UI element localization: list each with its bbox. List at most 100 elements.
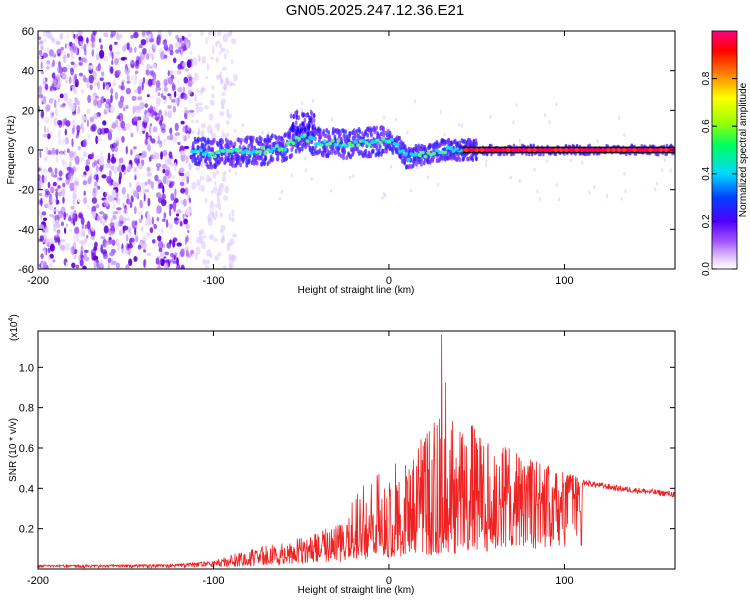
noise-blob: [116, 32, 120, 41]
noise-blob: [104, 241, 110, 249]
noise-blob: [88, 74, 94, 84]
ridge-halo: [299, 123, 302, 129]
noise-blob: [114, 91, 118, 100]
noise-blob: [138, 218, 143, 224]
noise-blob: [45, 31, 51, 34]
noise-blob: [443, 132, 446, 137]
noise-blob: [113, 221, 120, 230]
noise-blob: [172, 261, 177, 264]
noise-blob: [122, 202, 126, 209]
noise-blob: [129, 230, 132, 237]
noise-blob: [91, 197, 98, 204]
noise-blob: [125, 217, 130, 222]
noise-blob: [174, 122, 179, 132]
noise-blob: [130, 195, 134, 203]
ridge-core: [333, 142, 338, 147]
ridge-tail-dot: [548, 147, 553, 153]
ridge-halo: [327, 134, 330, 140]
noise-blob: [115, 119, 119, 128]
ridge-halo: [303, 127, 307, 132]
ridge-tail-dot: [558, 147, 564, 153]
noise-blob: [58, 232, 64, 237]
ridge-core: [322, 139, 327, 144]
ridge-core: [336, 139, 341, 143]
noise-blob: [96, 100, 103, 109]
noise-blob: [44, 83, 49, 91]
noise-blob: [120, 120, 126, 129]
noise-blob: [154, 112, 161, 122]
ridge-halo: [309, 109, 313, 115]
noise-blob: [54, 167, 58, 175]
noise-blob: [100, 150, 103, 156]
noise-blob: [329, 188, 333, 193]
noise-blob: [111, 123, 117, 129]
noise-blob: [176, 263, 181, 269]
noise-blob: [103, 225, 109, 234]
noise-blob: [155, 192, 162, 199]
noise-blob: [124, 68, 127, 73]
noise-blob: [78, 62, 83, 66]
noise-blob: [52, 86, 57, 91]
noise-blob: [163, 212, 167, 218]
noise-blob: [65, 120, 71, 127]
spectrogram-ytick-label: 20: [22, 105, 34, 117]
noise-blob: [216, 31, 222, 37]
noise-blob: [187, 229, 190, 234]
noise-blob: [63, 149, 66, 156]
ridge-halo: [252, 135, 255, 141]
noise-blob: [381, 195, 384, 200]
noise-blob: [163, 211, 166, 221]
noise-blob: [173, 217, 179, 222]
noise-blob: [115, 136, 122, 142]
ridge-halo: [266, 144, 269, 150]
noise-blob: [72, 165, 76, 173]
noise-blob: [192, 57, 198, 66]
noise-blob: [202, 176, 205, 181]
spectrogram-ytick-label: 40: [22, 66, 34, 78]
noise-blob: [116, 197, 121, 206]
noise-blob: [173, 90, 177, 98]
ridge-halo: [194, 139, 198, 145]
ridge-halo: [348, 131, 352, 136]
noise-blob: [147, 145, 151, 152]
noise-blob: [153, 72, 157, 81]
noise-blob: [191, 130, 195, 134]
noise-blob: [72, 119, 76, 127]
noise-blob: [91, 48, 95, 57]
noise-blob: [536, 189, 539, 194]
noise-blob: [226, 49, 229, 54]
ridge-halo: [306, 131, 310, 137]
noise-blob: [165, 47, 171, 52]
noise-blob: [103, 55, 108, 62]
ridge-halo: [291, 124, 295, 130]
noise-blob: [78, 212, 83, 218]
noise-blob: [104, 191, 110, 197]
noise-blob: [187, 99, 193, 104]
ridge-tail-dot: [611, 147, 616, 153]
ridge-halo: [539, 153, 542, 157]
noise-blob: [90, 125, 96, 132]
noise-blob: [70, 205, 75, 210]
noise-blob: [178, 35, 183, 44]
noise-blob: [215, 169, 219, 175]
ridge-halo: [471, 157, 475, 163]
noise-blob: [152, 48, 156, 53]
noise-blob: [145, 69, 150, 76]
ridge-halo: [420, 162, 423, 167]
noise-blob: [221, 91, 226, 96]
noise-blob: [102, 213, 108, 220]
noise-blob: [304, 156, 307, 161]
noise-blob: [109, 44, 113, 51]
noise-blob: [202, 235, 207, 239]
noise-blob: [223, 53, 227, 60]
noise-blob: [125, 122, 130, 130]
noise-blob: [137, 244, 142, 250]
spectrogram-xtick-label: 0: [386, 275, 392, 287]
ridge-core: [367, 143, 372, 147]
noise-blob: [181, 35, 185, 41]
noise-blob: [55, 234, 59, 238]
colorbar: 0.0 0.2 0.4 0.6 0.8 Normalized spectral ampl…: [701, 30, 749, 276]
ridge-halo: [382, 133, 385, 138]
ridge-halo: [196, 138, 200, 144]
